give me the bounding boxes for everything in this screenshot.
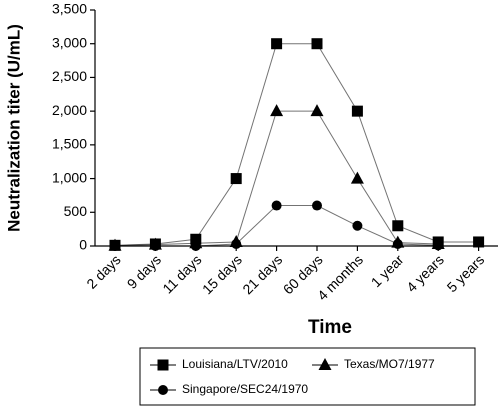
legend-label: Louisiana/LTV/2010 <box>182 357 288 371</box>
y-tick-label: 0 <box>79 237 87 253</box>
y-tick-label: 500 <box>64 203 88 219</box>
x-axis-title: Time <box>308 317 352 338</box>
x-tick-label: 1 year <box>368 251 407 290</box>
data-point <box>433 240 444 251</box>
data-point <box>190 241 201 251</box>
legend-label: Singapore/SEC24/1970 <box>182 382 308 396</box>
series-line <box>114 43 479 246</box>
data-point <box>271 38 283 50</box>
data-point <box>310 104 324 117</box>
y-axis-title: Neutralization titer (U/mL) <box>4 24 23 232</box>
data-point <box>231 238 242 249</box>
data-point <box>473 236 485 248</box>
data-point <box>351 105 363 117</box>
series-line <box>115 205 439 247</box>
x-tick-label: 2 days <box>83 251 123 291</box>
data-point <box>312 200 322 211</box>
data-point <box>392 238 403 249</box>
y-tick-label: 1,500 <box>52 136 87 152</box>
data-point <box>352 220 363 231</box>
data-point <box>150 241 161 251</box>
data-point <box>230 173 242 185</box>
y-tick-label: 3,500 <box>52 1 87 17</box>
y-tick-label: 3,000 <box>52 34 87 50</box>
legend-marker <box>318 358 332 370</box>
data-point <box>271 200 282 211</box>
x-tick-label: 4 years <box>403 251 447 295</box>
data-point <box>350 171 364 184</box>
legend-box <box>139 347 476 406</box>
y-tick-label: 2,000 <box>52 102 87 118</box>
series-line <box>114 110 439 247</box>
x-tick-label: 11 days <box>159 251 204 296</box>
x-tick-label: 5 years <box>444 251 488 295</box>
legend-marker <box>157 359 169 371</box>
data-point <box>311 38 323 50</box>
x-tick-label: 15 days <box>199 251 245 297</box>
y-tick-label: 1,000 <box>52 169 87 185</box>
x-tick-label: 21 days <box>239 251 285 297</box>
y-tick-label: 2,500 <box>52 68 87 84</box>
x-tick-label: 9 days <box>124 251 164 291</box>
data-point <box>270 104 284 117</box>
data-point <box>110 241 120 251</box>
data-point <box>392 220 404 232</box>
legend-label: Texas/MO7/1977 <box>344 357 435 371</box>
legend-marker <box>158 385 168 395</box>
